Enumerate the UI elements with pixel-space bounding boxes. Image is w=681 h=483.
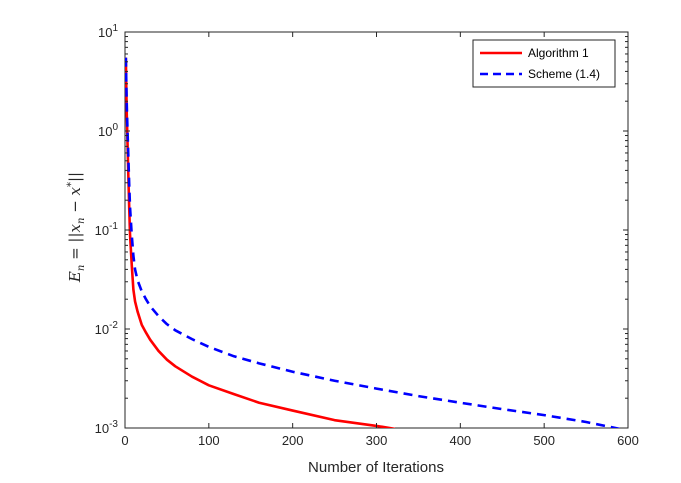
legend: Algorithm 1 Scheme (1.4) [472,39,616,88]
y-tick-label: 100 [98,122,118,139]
series-line-algorithm-1 [125,57,396,428]
y-tick-label: 10-3 [95,419,119,436]
ticks-layer: 0 100 200 300 400 500 600 10-3 10-2 10-1 100 101 [95,23,639,448]
x-tick-label: 400 [449,433,471,448]
x-tick-label: 300 [366,433,388,448]
y-tick-label: 10-2 [95,320,119,337]
y-tick-label: 101 [98,23,118,40]
x-axis-label: Number of Iterations [308,459,444,476]
series-layer [125,57,620,428]
x-tick-label: 0 [121,433,128,448]
x-tick-label: 100 [198,433,220,448]
x-tick-label: 500 [533,433,555,448]
series-line-scheme-1-4 [125,57,620,428]
legend-box [472,39,616,88]
x-tick-label: 600 [617,433,639,448]
legend-label-scheme-1-4: Scheme (1.4) [528,67,600,81]
y-axis-label: En = ||xn − x*|| [66,172,87,283]
y-tick-label: 10-1 [95,221,119,238]
legend-label-algorithm-1: Algorithm 1 [528,46,589,60]
x-tick-label: 200 [282,433,304,448]
